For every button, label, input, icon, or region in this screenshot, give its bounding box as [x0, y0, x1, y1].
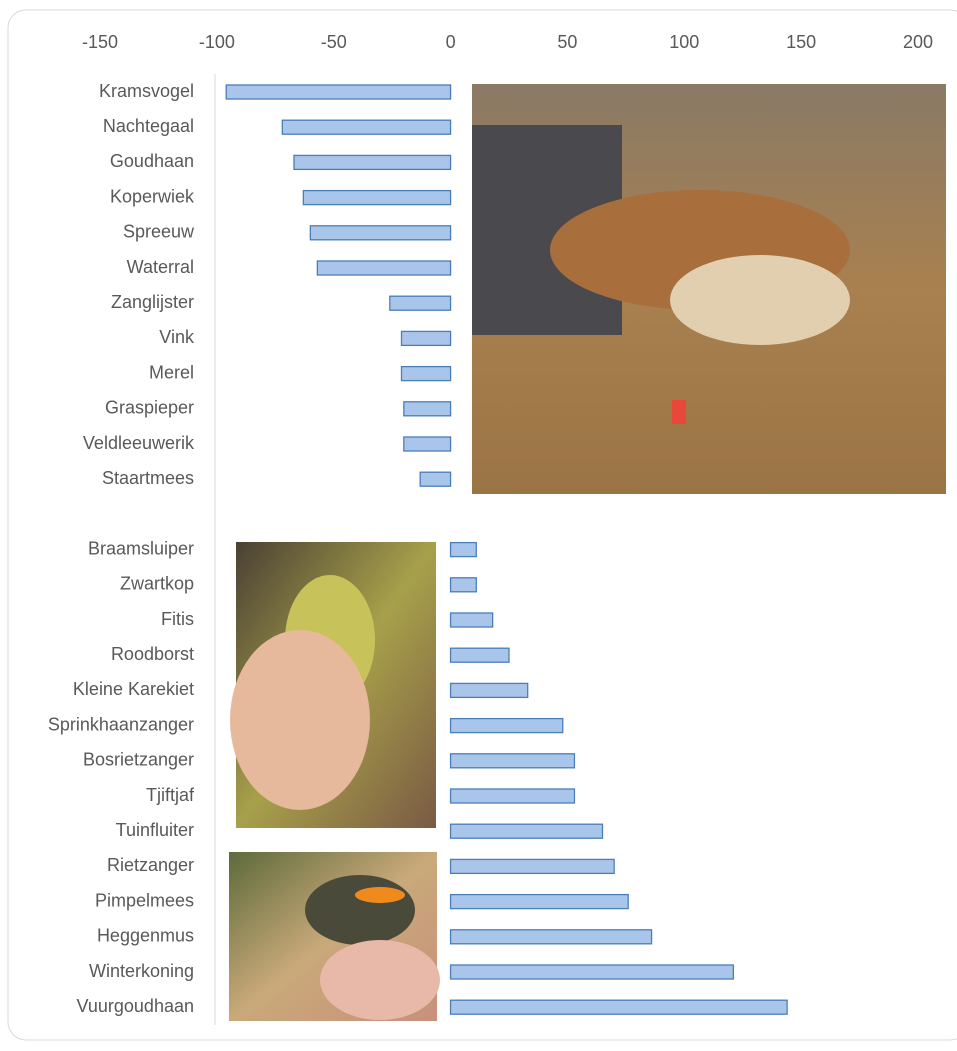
bar	[400, 330, 452, 347]
bar	[449, 823, 604, 839]
bar	[449, 717, 564, 734]
y-tick-label: Rietzanger	[107, 855, 194, 875]
x-tick-label: 150	[786, 32, 816, 52]
bar	[449, 647, 510, 663]
bar	[419, 471, 452, 487]
y-tick-label: Winterkoning	[89, 961, 194, 981]
y-tick-label: Waterral	[127, 257, 194, 277]
y-tick-label: Roodborst	[111, 644, 194, 664]
x-tick-label: -100	[199, 32, 235, 52]
x-tick-label: -150	[82, 32, 118, 52]
y-tick-label: Zwartkop	[120, 574, 194, 594]
bar	[449, 682, 529, 699]
x-tick-label: 0	[446, 32, 456, 52]
x-tick-label: 50	[557, 32, 577, 52]
bar	[302, 189, 452, 206]
bar	[316, 260, 452, 276]
chart-frame	[7, 9, 957, 1041]
bar	[403, 436, 452, 452]
bar	[309, 225, 452, 241]
y-tick-label: Pimpelmees	[95, 890, 194, 910]
bar	[449, 929, 653, 945]
y-tick-label: Vink	[159, 327, 195, 347]
y-tick-label: Graspieper	[105, 398, 194, 418]
y-tick-label: Heggenmus	[97, 926, 194, 946]
y-tick-label: Fitis	[161, 609, 194, 629]
y-tick-label: Sprinkhaanzanger	[48, 714, 194, 734]
x-tick-label: -50	[321, 32, 347, 52]
y-tick-label: Kramsvogel	[99, 81, 194, 101]
bar	[449, 788, 576, 804]
bar	[449, 612, 494, 628]
bar	[449, 893, 629, 910]
y-tick-label: Staartmees	[102, 468, 194, 488]
y-tick-label: Tuinfluiter	[116, 820, 194, 840]
bar	[389, 295, 452, 311]
y-tick-label: Tjiftjaf	[146, 785, 195, 805]
y-tick-label: Koperwiek	[110, 186, 195, 206]
x-tick-label: 100	[669, 32, 699, 52]
x-tick-label: 200	[903, 32, 933, 52]
bar	[449, 577, 477, 593]
y-tick-label: Zanglijster	[111, 292, 194, 312]
y-tick-label: Veldleeuwerik	[83, 433, 195, 453]
photo-nightingale	[472, 84, 946, 494]
photo-firecrest	[229, 852, 440, 1021]
y-tick-label: Bosrietzanger	[83, 750, 194, 770]
bar	[449, 858, 615, 875]
bar	[403, 401, 452, 417]
y-tick-label: Kleine Karekiet	[73, 679, 194, 699]
bar	[293, 154, 452, 171]
bar	[400, 365, 452, 382]
y-tick-label: Braamsluiper	[88, 538, 194, 558]
bar	[449, 964, 735, 980]
y-tick-label: Vuurgoudhaan	[77, 996, 194, 1016]
bar	[281, 119, 452, 135]
y-tick-label: Spreeuw	[123, 222, 195, 242]
bar	[449, 999, 788, 1015]
bar	[449, 541, 477, 558]
bar	[225, 84, 452, 100]
photo-warbler	[230, 542, 436, 828]
bar	[449, 753, 576, 769]
y-tick-label: Nachtegaal	[103, 116, 194, 136]
y-tick-label: Merel	[149, 362, 194, 382]
y-tick-label: Goudhaan	[110, 151, 194, 171]
